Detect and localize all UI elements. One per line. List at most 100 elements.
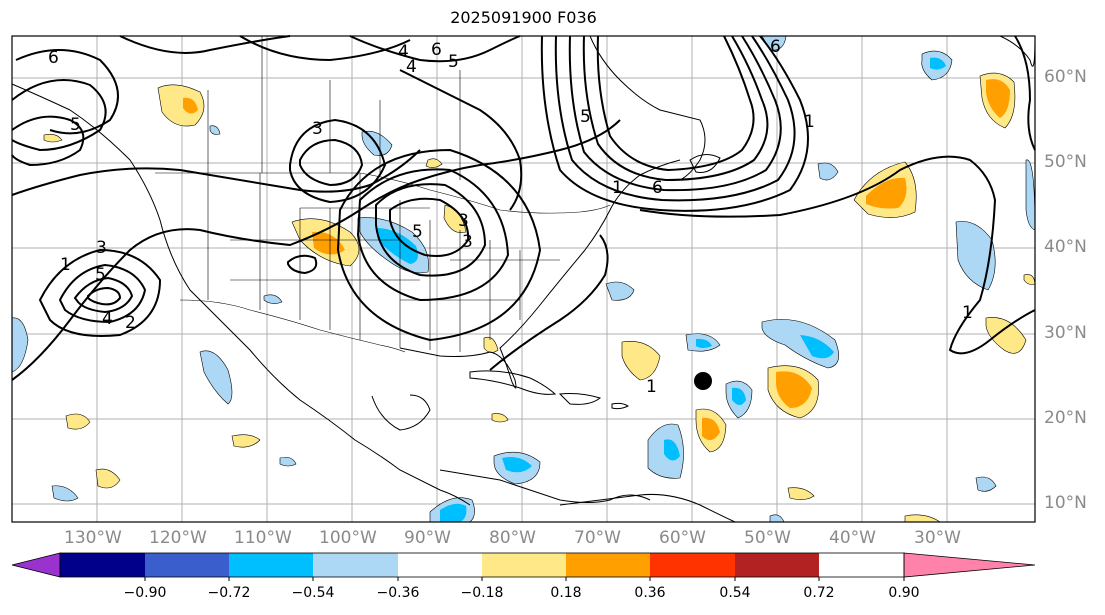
- map-title: 2025091900 F036: [450, 8, 597, 27]
- contour-label: 5: [448, 52, 459, 72]
- positive-anomaly-patch: [787, 487, 815, 500]
- longitude-label: 100°W: [319, 528, 377, 548]
- positive-anomaly-patch: [183, 97, 198, 114]
- positive-anomaly-patch: [65, 413, 91, 430]
- positive-anomaly-patch: [866, 177, 907, 209]
- colorbar-tick-label: 0.72: [803, 585, 835, 601]
- longitude-label: 40°W: [829, 528, 876, 548]
- contour-line: [15, 49, 119, 135]
- contour-lines: [11, 35, 1036, 381]
- contour-line: [119, 35, 291, 54]
- contour-line: [299, 138, 364, 187]
- latitude-label: 20°N: [1044, 408, 1087, 428]
- colorbar-tick-label: 0.90: [888, 585, 920, 601]
- contour-label: 5: [70, 115, 81, 135]
- newfoundland-coastline: [689, 154, 721, 173]
- lat-lon-gridlines: [12, 36, 1035, 522]
- positive-anomaly-patch: [986, 79, 1010, 118]
- contour-label: 6: [48, 48, 59, 68]
- negative-anomaly-patch: [440, 503, 467, 522]
- colorbar-segment: [60, 553, 145, 577]
- negative-anomaly-patch: [199, 350, 233, 405]
- colorbar-max-arrow: [903, 552, 1036, 578]
- contour-line: [289, 118, 387, 204]
- negative-anomaly-patch: [51, 485, 79, 502]
- colorbar-tick-label: 0.36: [634, 585, 666, 601]
- contour-label: 4: [102, 309, 113, 329]
- negative-anomaly-patch: [817, 162, 839, 181]
- contour-line: [58, 263, 147, 324]
- positive-anomaly-patch: [425, 158, 443, 168]
- latitude-label: 60°N: [1044, 67, 1087, 87]
- negative-anomaly-patch: [800, 335, 834, 359]
- us-canada-border: [155, 172, 611, 214]
- contour-line: [356, 168, 510, 302]
- contour-line: [399, 69, 523, 211]
- negative-anomaly-patch: [696, 338, 712, 348]
- negative-anomaly-patch: [502, 457, 532, 473]
- contour-label: 3: [312, 119, 323, 139]
- colorbar-segment: [145, 553, 229, 577]
- contour-line: [582, 35, 769, 182]
- colorbar-tick-label: −0.18: [460, 585, 504, 601]
- positive-anomaly-patch: [95, 468, 121, 489]
- negative-anomaly-patch: [209, 125, 221, 135]
- contour-line: [287, 254, 318, 275]
- negative-anomaly-patch: [930, 57, 946, 70]
- positive-anomaly-patch: [985, 317, 1027, 354]
- contour-line: [596, 35, 755, 172]
- negative-anomaly-patch: [11, 317, 29, 373]
- latitude-label: 30°N: [1044, 323, 1087, 343]
- longitude-label: 70°W: [574, 528, 621, 548]
- contour-label: 3: [96, 238, 107, 258]
- contour-label: 5: [95, 265, 106, 285]
- north-america-coastline: [11, 83, 471, 506]
- contour-line: [489, 234, 609, 371]
- colorbar-tick-label: −0.54: [291, 585, 335, 601]
- contour-label: 1: [804, 112, 815, 132]
- longitude-label: 60°W: [659, 528, 706, 548]
- contour-line: [11, 115, 85, 167]
- us-mexico-border: [179, 299, 406, 353]
- gulf-coastline: [399, 159, 681, 389]
- map-frame: [11, 35, 1036, 523]
- positive-anomaly-patch: [231, 434, 261, 448]
- contour-label: 6: [431, 40, 442, 60]
- contour-line: [11, 79, 107, 152]
- longitude-label: 130°W: [64, 528, 122, 548]
- negative-anomaly-patch: [955, 221, 996, 291]
- negative-anomaly-patch: [263, 294, 283, 304]
- negative-anomaly-patch: [376, 228, 418, 264]
- positive-anomaly-patch: [43, 133, 63, 143]
- negative-anomaly-patch: [732, 387, 746, 405]
- contour-label: 3: [458, 211, 469, 231]
- contour-line: [239, 35, 411, 62]
- contour-label: 3: [462, 232, 473, 252]
- contour-line: [639, 155, 1036, 355]
- positive-anomaly-patch: [157, 84, 205, 127]
- contour-line: [11, 149, 421, 196]
- positive-anomaly-patch: [621, 341, 661, 381]
- positive-anomaly-patch: [491, 413, 509, 423]
- puerto-rico-coastline: [611, 402, 629, 410]
- colorbar-tick-label: −0.90: [123, 585, 167, 601]
- colorbar-segment: [650, 553, 735, 577]
- contour-label: 5: [412, 222, 423, 242]
- positive-anomaly-patch: [312, 231, 345, 255]
- south-america-coastline: [559, 494, 736, 523]
- coastlines: [11, 35, 1036, 523]
- positive-anomaly-patch: [483, 336, 499, 353]
- latitude-label: 40°N: [1044, 237, 1087, 257]
- longitude-label: 80°W: [489, 528, 536, 548]
- storm-center-dot: [694, 372, 712, 390]
- longitude-label: 30°W: [914, 528, 961, 548]
- colorbar-segment: [229, 553, 313, 577]
- longitude-label: 110°W: [234, 528, 292, 548]
- contour-label: 6: [652, 178, 663, 198]
- contour-line: [554, 35, 796, 202]
- longitude-label: 90°W: [404, 528, 451, 548]
- negative-anomaly-patch: [975, 476, 997, 492]
- colorbar-segment: [398, 553, 482, 577]
- contour-line: [38, 248, 162, 337]
- contour-line: [1014, 35, 1036, 151]
